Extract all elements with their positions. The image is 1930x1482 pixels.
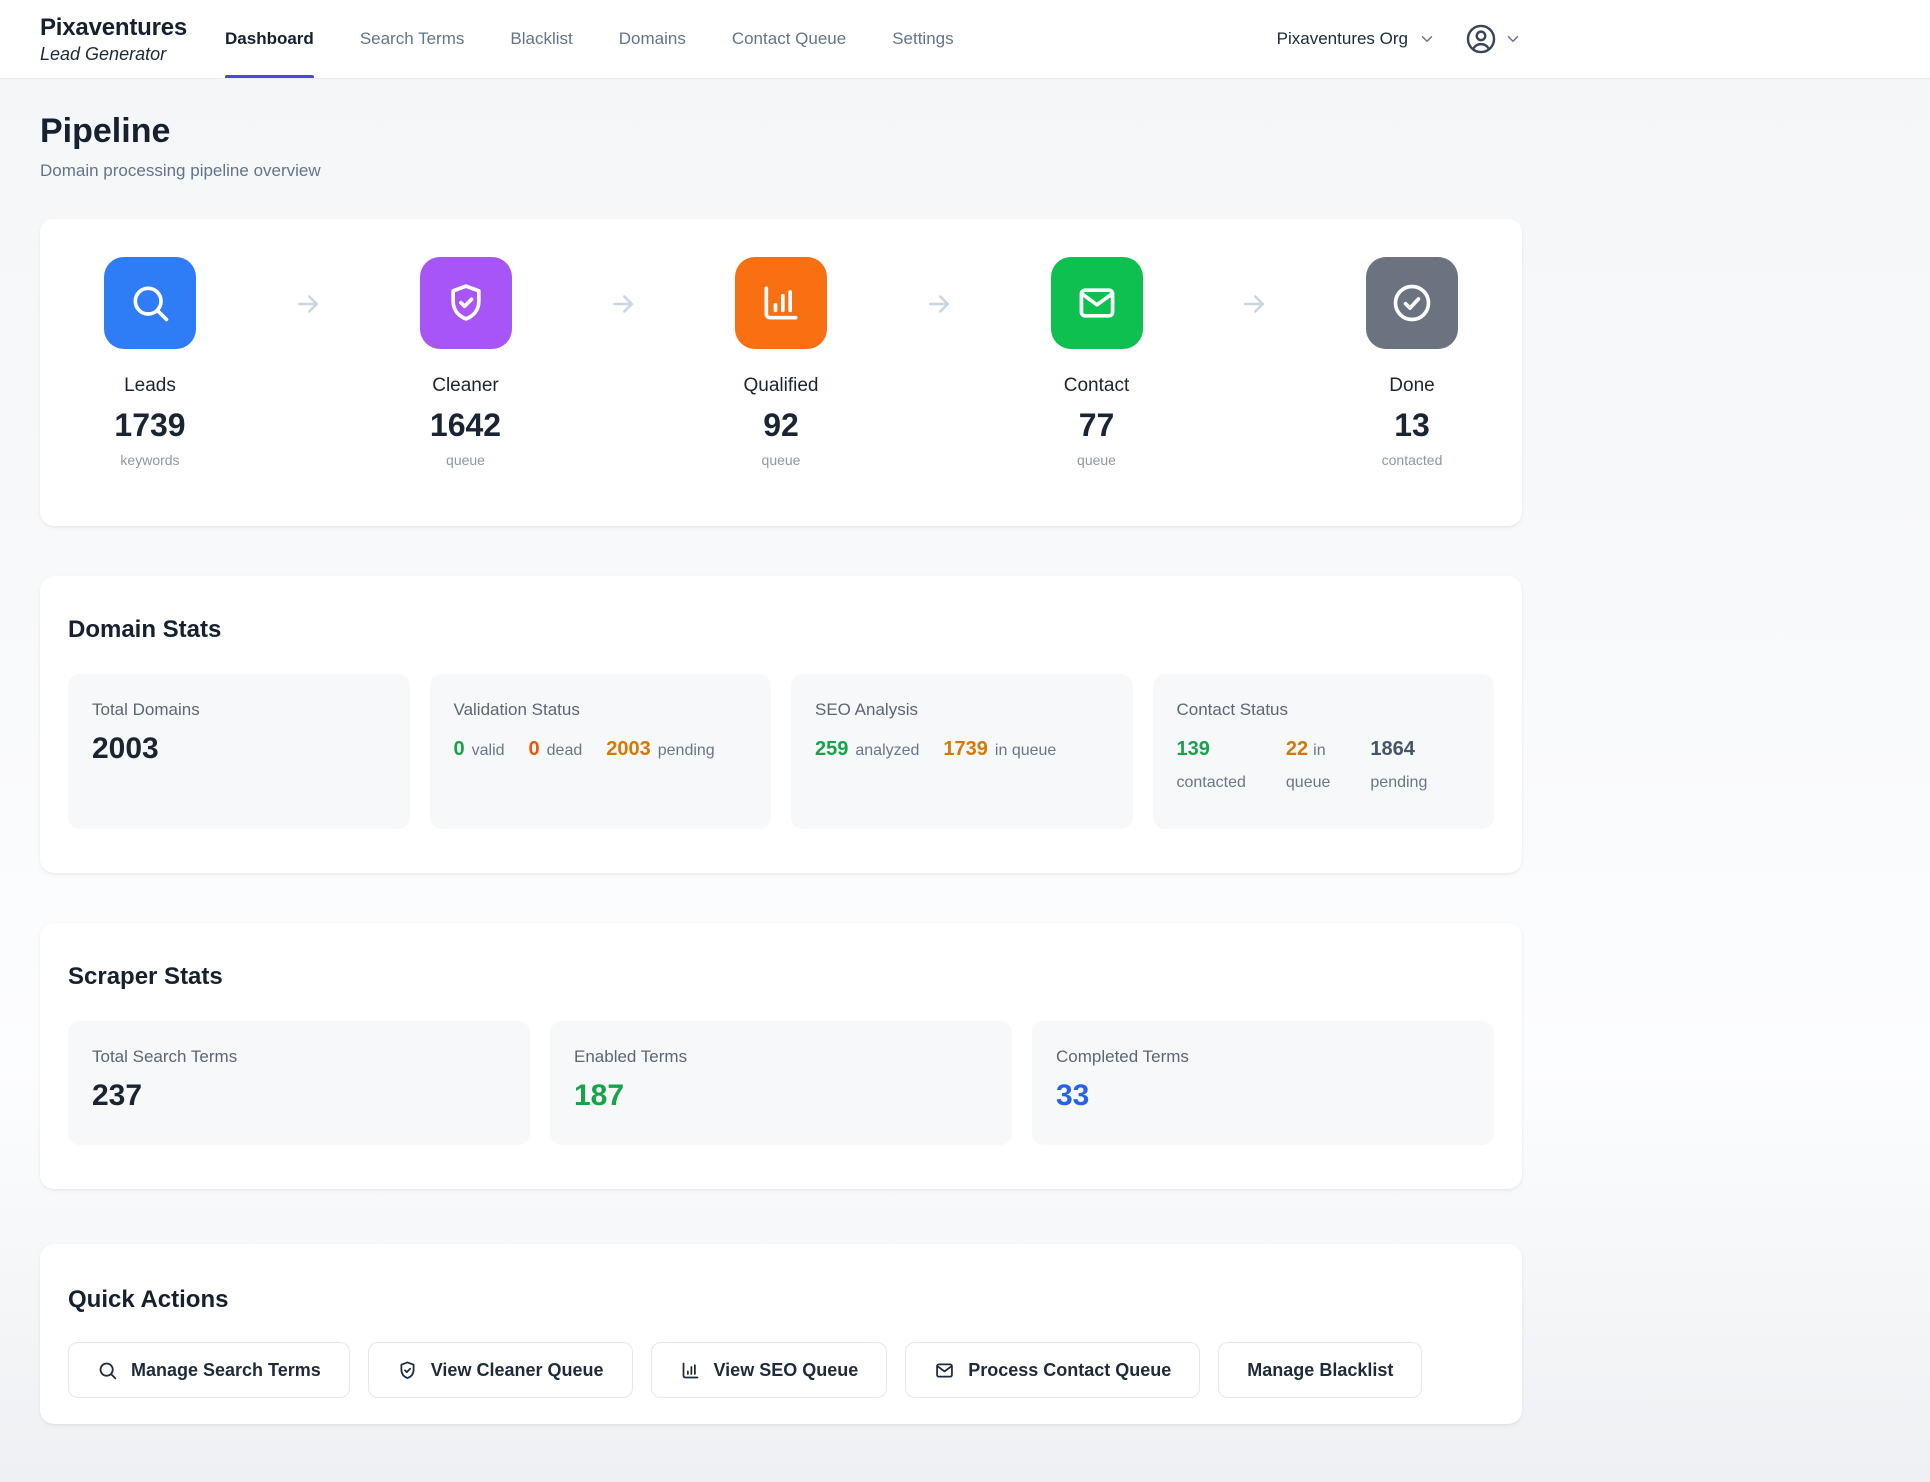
in-queue-count: 1739 in queue	[943, 738, 1057, 760]
manage-blacklist-button[interactable]: Manage Blacklist	[1218, 1342, 1423, 1398]
button-label: Manage Search Terms	[131, 1359, 321, 1380]
mail-icon	[1050, 257, 1143, 349]
button-label: Process Contact Queue	[968, 1359, 1172, 1380]
stage-unit: contacted	[1381, 452, 1443, 468]
total-search-terms-stat: Total Search Terms 237	[68, 1021, 530, 1145]
arrow-right-icon	[248, 289, 368, 319]
stat-label: Total Domains	[92, 700, 200, 719]
stage-unit: queue	[446, 452, 485, 468]
mail-icon	[936, 1363, 954, 1377]
app-header: Pixaventures Lead Generator Dashboard Se…	[0, 0, 1930, 78]
nav-contact-queue[interactable]: Contact Queue	[731, 29, 847, 48]
stat-label: Contact Status	[1176, 700, 1289, 719]
stage-name: Qualified	[743, 375, 819, 396]
contact-status-stat: Contact Status 139 contacted 22 in queue …	[1152, 674, 1494, 829]
process-contact-queue-button[interactable]: Process Contact Queue	[905, 1342, 1201, 1398]
stat-value: 237	[92, 1079, 143, 1112]
scraper-stats-title: Scraper Stats	[68, 963, 223, 990]
stage-value: 1642	[429, 407, 502, 443]
completed-terms-stat: Completed Terms 33	[1032, 1021, 1494, 1145]
pipeline-card: Leads 1739 keywords Cleaner 1642 queue Q…	[40, 219, 1522, 526]
pending-count: 2003 pending	[606, 738, 715, 760]
nav-search-terms[interactable]: Search Terms	[359, 29, 465, 48]
app-subtitle: Lead Generator	[40, 43, 167, 64]
chevron-down-icon	[1507, 36, 1519, 42]
org-label: Pixaventures Org	[1276, 29, 1408, 48]
main-nav: Dashboard Search Terms Blacklist Domains…	[225, 0, 954, 78]
chevron-down-icon	[1421, 36, 1433, 42]
stage-value: 77	[1078, 407, 1115, 443]
search-icon	[99, 1362, 117, 1379]
view-seo-queue-button[interactable]: View SEO Queue	[650, 1342, 888, 1398]
scraper-stats-card: Scraper Stats Total Search Terms 237 Ena…	[40, 923, 1522, 1189]
stage-name: Contact	[1063, 375, 1130, 396]
nav-dashboard-label: Dashboard	[225, 29, 314, 48]
arrow-right-icon	[564, 289, 684, 319]
pipeline-stage-done: Done 13 contacted	[1314, 257, 1510, 468]
stage-unit: keywords	[120, 452, 180, 468]
stage-name: Leads	[124, 375, 176, 396]
button-label: View Cleaner Queue	[430, 1359, 604, 1380]
dashboard-page: Pipeline Domain processing pipeline over…	[40, 112, 1522, 1424]
pipeline-stage-cleaner: Cleaner 1642 queue	[368, 257, 564, 468]
dead-count: 0 dead	[528, 738, 583, 760]
active-tab-indicator	[225, 75, 314, 78]
shield-check-icon	[400, 1361, 415, 1379]
stat-value: 2003	[92, 732, 159, 765]
pipeline-stage-leads: Leads 1739 keywords	[52, 257, 248, 468]
seo-analysis-stat: SEO Analysis 259 analyzed 1739 in queue	[791, 674, 1133, 829]
valid-count: 0 valid	[453, 738, 505, 760]
stage-name: Cleaner	[432, 375, 499, 396]
bar-chart-icon	[735, 257, 827, 349]
search-icon	[104, 257, 196, 349]
total-domains-stat: Total Domains 2003	[68, 674, 410, 829]
stage-value: 13	[1394, 407, 1430, 443]
button-label: View SEO Queue	[713, 1359, 859, 1380]
arrow-right-icon	[879, 289, 999, 319]
button-label: Manage Blacklist	[1247, 1359, 1394, 1380]
nav-settings[interactable]: Settings	[892, 29, 954, 48]
nav-domains[interactable]: Domains	[618, 29, 686, 48]
bar-chart-icon	[682, 1362, 698, 1378]
nav-dashboard[interactable]: Dashboard	[225, 0, 314, 78]
enabled-terms-stat: Enabled Terms 187	[550, 1021, 1012, 1145]
manage-search-terms-button[interactable]: Manage Search Terms	[68, 1342, 350, 1398]
stage-unit: queue	[761, 452, 801, 468]
stat-value: 33	[1056, 1079, 1090, 1112]
org-switcher[interactable]: Pixaventures Org	[1277, 29, 1436, 49]
analyzed-count: 259 analyzed	[815, 738, 920, 760]
quick-actions-title: Quick Actions	[68, 1286, 229, 1313]
check-circle-icon	[1366, 257, 1458, 349]
app-name: Pixaventures	[40, 13, 188, 41]
stage-value: 1739	[114, 407, 186, 443]
pending-contact-count: 1864 pending	[1370, 738, 1428, 791]
stage-name: Done	[1389, 375, 1435, 396]
stat-value: 187	[574, 1079, 625, 1112]
shield-check-icon	[419, 257, 512, 349]
queue-count: 22 in queue	[1285, 738, 1331, 791]
stat-label: SEO Analysis	[815, 700, 918, 719]
stat-label: Total Search Terms	[92, 1047, 238, 1066]
stage-unit: queue	[1077, 452, 1116, 468]
quick-actions-card: Quick Actions Manage Search Terms View C…	[40, 1244, 1522, 1424]
page-subtitle: Domain processing pipeline overview	[40, 161, 321, 180]
contacted-count: 139 contacted	[1176, 738, 1246, 791]
user-menu[interactable]	[1464, 22, 1522, 56]
arrow-right-icon	[1195, 289, 1315, 319]
pipeline-stage-qualified: Qualified 92 queue	[683, 257, 879, 468]
nav-blacklist[interactable]: Blacklist	[510, 29, 573, 48]
domain-stats-title: Domain Stats	[68, 616, 222, 643]
domain-stats-card: Domain Stats Total Domains 2003 Validati…	[40, 576, 1522, 873]
stat-label: Validation Status	[453, 700, 580, 719]
view-cleaner-queue-button[interactable]: View Cleaner Queue	[367, 1342, 633, 1398]
stage-value: 92	[763, 407, 799, 443]
stat-label: Completed Terms	[1056, 1047, 1189, 1066]
page-title: Pipeline	[40, 112, 171, 150]
validation-status-stat: Validation Status 0 valid 0 dead 2003 pendi…	[429, 674, 771, 829]
stat-label: Enabled Terms	[574, 1047, 688, 1066]
pipeline-stage-contact: Contact 77 queue	[999, 257, 1195, 468]
user-avatar-icon	[1466, 24, 1496, 54]
brand: Pixaventures Lead Generator	[40, 14, 187, 65]
